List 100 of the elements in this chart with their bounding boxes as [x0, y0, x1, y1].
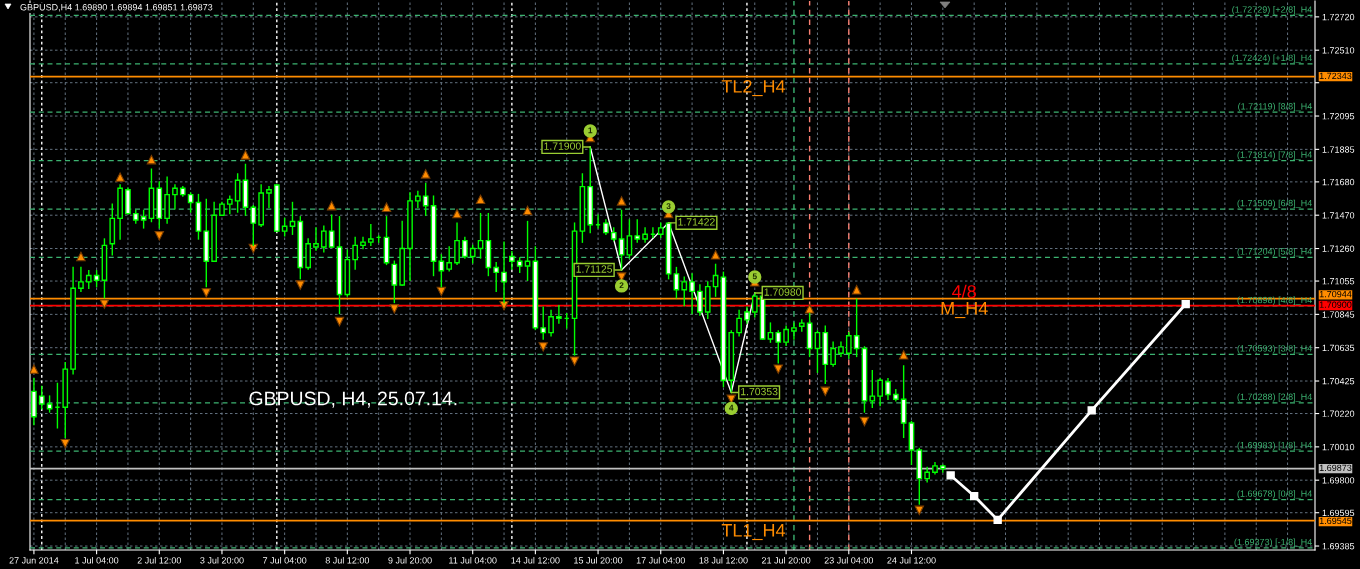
- x-tick-label: 14 Jul 12:00: [511, 556, 560, 564]
- candlestick: [556, 304, 562, 324]
- candlestick: [125, 187, 131, 215]
- point: [326, 200, 337, 211]
- ref-line-label: (1.69983) [1/8]_H4: [1237, 441, 1312, 451]
- candlestick: [313, 227, 319, 251]
- x-tick-label: 3 Jul 20:00: [200, 556, 244, 564]
- ref-line-label: (1.70593) [3/8]_H4: [1237, 344, 1312, 354]
- ref-line-label: (1.72424) [+1/8]_H4: [1232, 54, 1312, 63]
- ref-line-label: (1.71204) [5/8]_H4: [1237, 248, 1312, 257]
- ref-line-label: (1.72119) [8/8]_H4: [1238, 102, 1312, 112]
- chart-title: GBPUSD,H4 1.69890 1.69894 1.69851 1.69873: [20, 4, 213, 12]
- ref-line-label: TL2_H4: [721, 79, 786, 97]
- candlestick: [305, 238, 312, 270]
- annotation: 5: [752, 273, 757, 280]
- data-label: 1.71422: [678, 218, 715, 226]
- x-tick-label: 24 Jul 12:00: [887, 556, 936, 564]
- text: 1.70944: [1319, 290, 1352, 298]
- ref-line-label: (1.70288) [2/8]_H4: [1237, 393, 1312, 402]
- candlestick: [320, 225, 327, 253]
- candlestick: [681, 276, 688, 307]
- ref-line-label: (1.69373) [-1/8]_H4: [1234, 538, 1312, 547]
- candlestick: [462, 236, 468, 259]
- text: 1.72343: [1319, 72, 1352, 80]
- point: [452, 208, 462, 219]
- candlestick: [845, 331, 852, 359]
- candlestick: [853, 298, 860, 358]
- candlestick: [634, 219, 641, 243]
- candlestick: [885, 377, 891, 400]
- point: [820, 386, 831, 397]
- ref-line-label: (1.69678) [0/8]_H4: [1237, 490, 1312, 499]
- y-tick-label: 1.71680: [1322, 178, 1355, 186]
- candlestick: [783, 325, 789, 347]
- candlestick: [352, 236, 359, 270]
- candlestick: [697, 284, 703, 316]
- text: 1.69545: [1319, 517, 1352, 525]
- annotation: 3: [666, 203, 671, 210]
- data-label: 1.70980: [764, 288, 802, 296]
- ref-line-label: M_H4: [941, 302, 988, 319]
- point: [475, 194, 486, 205]
- point: [248, 243, 259, 254]
- annotation: 2: [619, 282, 624, 289]
- point: [60, 438, 70, 449]
- x-tick-label: 21 Jul 20:00: [761, 556, 811, 564]
- candlestick: [524, 220, 531, 281]
- candlestick: [618, 209, 625, 271]
- candlestick: [736, 309, 742, 337]
- x-tick-label: 11 Jul 04:00: [449, 556, 497, 564]
- point: [154, 231, 165, 241]
- annotation: 1: [588, 127, 593, 134]
- point: [334, 316, 345, 327]
- point: [969, 491, 979, 501]
- candlestick: [775, 330, 782, 364]
- y-tick-label: 1.69385: [1322, 543, 1355, 550]
- candlestick: [869, 370, 876, 408]
- point: [538, 342, 548, 352]
- point: [1087, 406, 1096, 415]
- point: [851, 285, 862, 295]
- candlestick: [289, 201, 296, 235]
- y-tick-label: 1.71470: [1322, 212, 1355, 219]
- point: [773, 364, 783, 374]
- annotation: 4/8: [952, 284, 976, 298]
- point: [898, 350, 909, 360]
- y-tick-label: 1.70220: [1322, 410, 1355, 417]
- candlestick: [415, 190, 421, 208]
- x-tick-label: 18 Jul 12:00: [699, 556, 748, 564]
- data-label: 1.70353: [741, 387, 778, 396]
- data-label: 1.71125: [576, 265, 613, 273]
- x-tick-label: 8 Jul 12:00: [325, 556, 370, 564]
- x-tick-label: 9 Jul 20:00: [388, 556, 432, 564]
- ref-line-label: (1.71509) [6/8]_H4: [1237, 199, 1312, 209]
- ref-line-label: TL1_H4: [721, 524, 786, 541]
- candlestick: [751, 292, 758, 318]
- point: [420, 169, 431, 179]
- point: [522, 205, 533, 216]
- y-tick-label: 1.72095: [1322, 113, 1355, 120]
- x-tick-label: 15 Jul 20:00: [574, 556, 623, 564]
- y-tick-label: 1.70010: [1322, 443, 1355, 451]
- y-tick-label: 1.70635: [1322, 344, 1355, 352]
- candlestick: [548, 309, 554, 337]
- point: [914, 505, 925, 516]
- x-tick-label: 23 Jul 04:00: [824, 556, 874, 564]
- candlestick: [689, 273, 695, 315]
- y-tick-label: 1.69800: [1322, 477, 1355, 484]
- y-tick-label: 1.69595: [1322, 509, 1355, 517]
- y-tick-label: 1.72510: [1322, 47, 1355, 54]
- point: [569, 356, 580, 366]
- point: [946, 471, 955, 480]
- text: 1.69873: [1319, 464, 1352, 472]
- candlestick: [791, 322, 797, 340]
- point: [115, 172, 125, 182]
- point: [146, 154, 157, 165]
- candlestick: [78, 266, 84, 293]
- candlestick: [493, 262, 500, 293]
- candlestick: [164, 176, 170, 224]
- y-tick-label: 1.72720: [1322, 13, 1355, 21]
- point: [436, 286, 447, 297]
- candlestick: [266, 185, 272, 208]
- candlestick: [367, 224, 374, 247]
- ref-line-label: (1.71814) [7/8]_H4: [1237, 151, 1312, 160]
